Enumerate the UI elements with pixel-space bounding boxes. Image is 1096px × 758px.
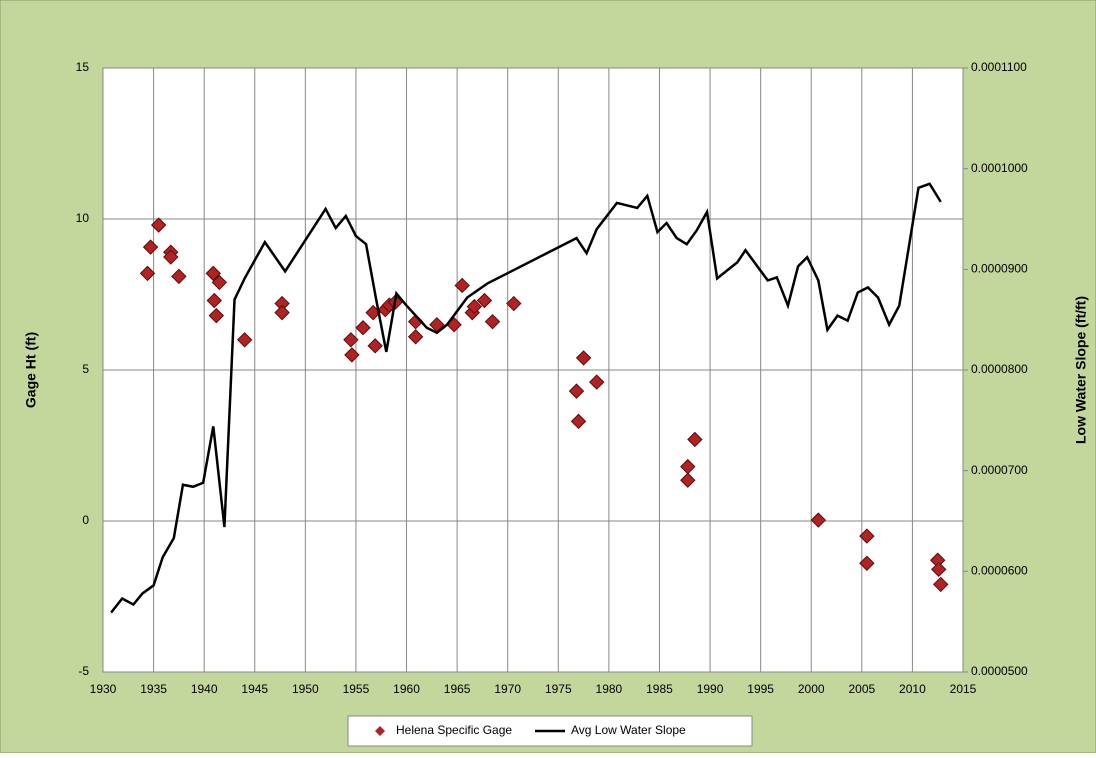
marker bbox=[142, 239, 159, 255]
y2-tick-label: 0.0000500 bbox=[971, 664, 1028, 678]
marker bbox=[205, 265, 221, 282]
y2-tick-label: 0.0001000 bbox=[971, 161, 1028, 175]
marker bbox=[476, 292, 493, 309]
y2-tick-label: 0.0000900 bbox=[971, 262, 1028, 276]
marker bbox=[810, 512, 827, 528]
x-tick-label: 1990 bbox=[697, 682, 724, 696]
marker bbox=[454, 277, 470, 294]
x-tick-label: 1965 bbox=[444, 682, 471, 696]
marker bbox=[274, 304, 290, 321]
marker bbox=[206, 292, 223, 309]
marker bbox=[931, 561, 947, 578]
y2-axis-title: Low Water Slope (ft/ft) bbox=[1073, 296, 1089, 444]
x-tick-label: 1955 bbox=[343, 682, 370, 696]
marker bbox=[139, 265, 156, 282]
x-tick-label: 1935 bbox=[140, 682, 167, 696]
y-tick-label: 10 bbox=[76, 211, 90, 225]
y-tick-label: -5 bbox=[78, 664, 89, 678]
marker bbox=[589, 374, 605, 390]
x-tick-label: 2000 bbox=[798, 682, 825, 696]
x-tick-label: 2015 bbox=[950, 682, 977, 696]
x-tick-label: 2005 bbox=[848, 682, 875, 696]
y2-tick-label: 0.0001100 bbox=[971, 60, 1027, 74]
line bbox=[110, 182, 942, 614]
y2-tick-label: 0.0000800 bbox=[971, 362, 1028, 376]
legend-label: Helena Specific Gage bbox=[396, 723, 512, 737]
marker bbox=[506, 295, 522, 312]
x-tick-label: 1960 bbox=[393, 682, 420, 696]
marker bbox=[466, 298, 483, 315]
marker bbox=[171, 268, 187, 285]
x-tick-label: 1985 bbox=[646, 682, 673, 696]
legend-label: Avg Low Water Slope bbox=[571, 723, 686, 737]
marker bbox=[687, 431, 703, 448]
marker bbox=[568, 383, 585, 399]
y-tick-label: 0 bbox=[82, 513, 89, 527]
marker bbox=[570, 413, 587, 430]
marker bbox=[355, 320, 371, 336]
marker bbox=[236, 332, 253, 348]
marker bbox=[208, 307, 225, 324]
x-tick-label: 1995 bbox=[747, 682, 774, 696]
x-tick-label: 2010 bbox=[899, 682, 926, 696]
marker bbox=[343, 332, 359, 348]
y-tick-label: 15 bbox=[76, 60, 90, 74]
plot-border bbox=[102, 67, 964, 673]
x-tick-label: 1940 bbox=[191, 682, 218, 696]
marker bbox=[575, 350, 592, 366]
x-tick-label: 1980 bbox=[596, 682, 623, 696]
marker bbox=[163, 249, 179, 265]
marker bbox=[859, 528, 875, 544]
x-tick-label: 1975 bbox=[545, 682, 572, 696]
x-tick-label: 1930 bbox=[90, 682, 117, 696]
x-tick-label: 1970 bbox=[494, 682, 521, 696]
legend-marker bbox=[375, 726, 385, 736]
marker bbox=[344, 347, 360, 363]
marker bbox=[150, 217, 167, 233]
y-axis-title: Gage Ht (ft) bbox=[23, 332, 39, 408]
marker bbox=[680, 472, 696, 488]
marker bbox=[407, 329, 424, 345]
x-tick-label: 1945 bbox=[241, 682, 268, 696]
x-tick-label: 1950 bbox=[292, 682, 319, 696]
marker bbox=[367, 338, 383, 354]
y2-tick-label: 0.0000700 bbox=[971, 463, 1028, 477]
y-tick-label: 5 bbox=[82, 362, 89, 376]
marker bbox=[933, 576, 949, 593]
y2-tick-label: 0.0000600 bbox=[971, 564, 1028, 578]
marker bbox=[211, 274, 228, 291]
marker bbox=[859, 555, 875, 571]
marker bbox=[484, 313, 501, 330]
